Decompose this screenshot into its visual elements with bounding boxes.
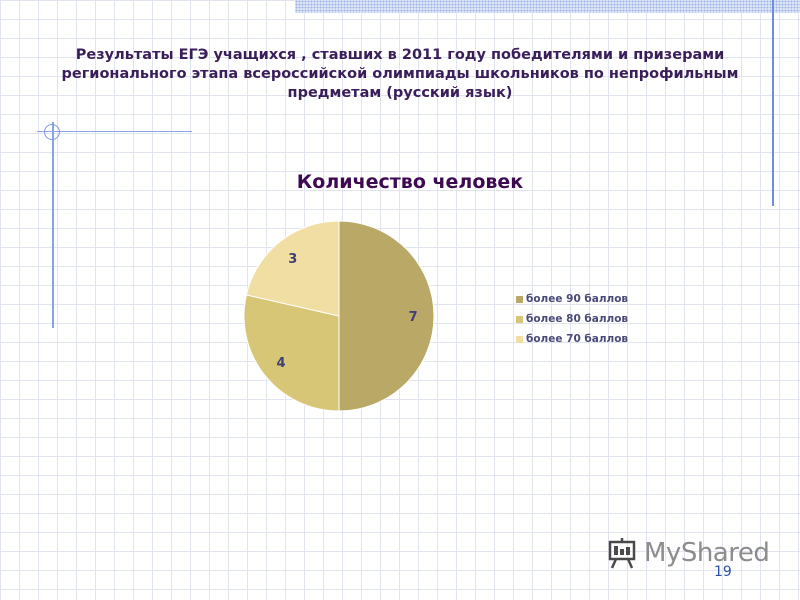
legend-item: более 90 баллов xyxy=(516,289,628,309)
slide-title-line: Результаты ЕГЭ учащихся , ставших в 2011… xyxy=(75,47,725,63)
legend-swatch xyxy=(516,315,523,323)
pie-data-label: 7 xyxy=(409,310,418,325)
pie-data-label: 3 xyxy=(288,252,297,267)
legend-label: более 90 баллов xyxy=(526,293,629,305)
legend-swatch xyxy=(516,295,523,303)
slide-title-line: регионального этапа всероссийской олимпи… xyxy=(61,66,739,82)
decorative-vertical-line-right xyxy=(772,0,774,206)
decorative-vertical-line-left xyxy=(52,122,54,328)
pie-slice xyxy=(338,220,435,412)
chart-title: Количество человек xyxy=(296,171,524,193)
chart-legend: более 90 баллов более 80 баллов более 70… xyxy=(516,289,628,349)
legend-label: более 80 баллов xyxy=(526,313,629,325)
pie-data-label: 4 xyxy=(277,356,286,371)
pie-slice xyxy=(245,220,340,317)
legend-item: более 80 баллов xyxy=(516,309,628,329)
top-dotted-band xyxy=(295,0,800,13)
decorative-horizontal-line-left xyxy=(37,131,192,132)
presentation-board-icon xyxy=(608,538,636,569)
logo-text: MyShared xyxy=(644,538,770,568)
legend-item: более 70 баллов xyxy=(516,329,628,349)
decorative-circle-icon xyxy=(44,124,60,140)
slide-title: Результаты ЕГЭ учащихся , ставших в 2011… xyxy=(60,46,740,103)
legend-swatch xyxy=(516,335,523,343)
legend-label: более 70 баллов xyxy=(526,333,629,345)
slide-title-line: предметам (русский язык) xyxy=(287,85,513,101)
pie-slice xyxy=(243,294,340,412)
page-number: 19 xyxy=(714,564,732,580)
myshared-logo: MyShared xyxy=(606,536,770,570)
